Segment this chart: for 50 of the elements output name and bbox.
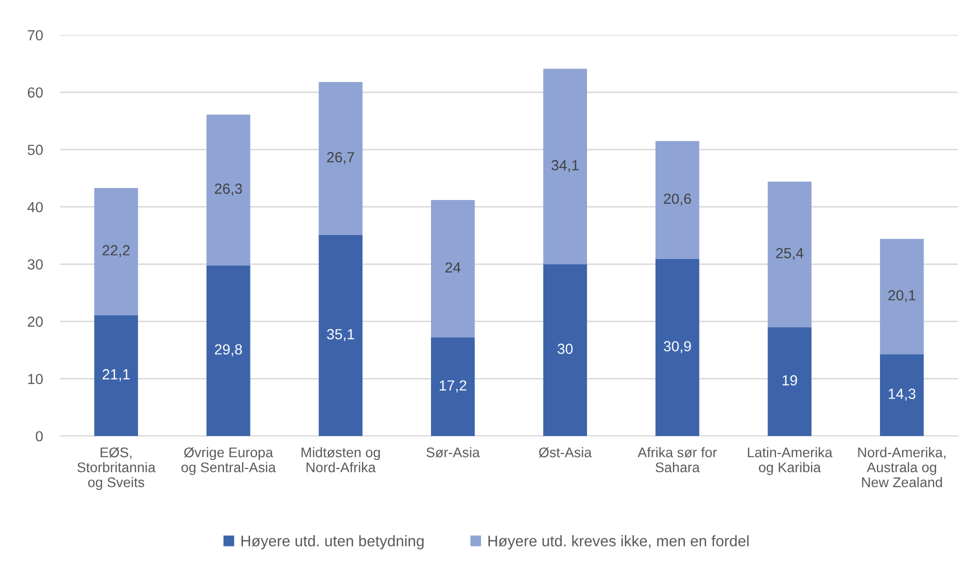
data-label: 25,4 bbox=[776, 248, 804, 260]
legend-label: Høyere utd. uten betydning bbox=[242, 535, 424, 550]
data-label: 19 bbox=[782, 375, 798, 386]
bar bbox=[880, 354, 924, 436]
bar bbox=[768, 327, 812, 436]
legend-label: Høyere utd. kreves ikke, men en fordel bbox=[488, 535, 749, 550]
y-tick-label: 70 bbox=[28, 30, 43, 40]
bar bbox=[655, 140, 700, 259]
bar bbox=[880, 238, 924, 354]
data-label: 17,2 bbox=[440, 380, 466, 392]
x-tick-label: Øvrige Europa og Sentral-Asia bbox=[181, 447, 276, 476]
data-label: 22,2 bbox=[102, 245, 130, 258]
data-label: 26,7 bbox=[327, 152, 354, 164]
x-tick-label: Sør-Asia bbox=[426, 447, 480, 458]
data-label: 20,1 bbox=[888, 290, 916, 302]
y-tick-label: 50 bbox=[28, 144, 43, 155]
x-tick-label: Afrika sør for Sahara bbox=[638, 447, 717, 472]
x-tick-label: Nord-Amerika, Australa og New Zealand bbox=[858, 447, 946, 488]
y-tick-label: 60 bbox=[28, 87, 43, 98]
bar bbox=[206, 114, 250, 266]
bar bbox=[430, 337, 475, 436]
bar bbox=[430, 200, 475, 338]
y-tick-label: 30 bbox=[28, 259, 43, 270]
x-tick-label: Øst-Asia bbox=[538, 447, 592, 458]
bar bbox=[655, 258, 700, 436]
data-label: 20,6 bbox=[664, 194, 691, 206]
y-tick-label: 20 bbox=[28, 316, 43, 327]
bar bbox=[94, 315, 138, 436]
y-tick-label: 0 bbox=[36, 431, 43, 442]
bar bbox=[94, 188, 138, 316]
bar bbox=[768, 182, 812, 328]
x-tick-label: Latin-Amerika og Karibia bbox=[748, 447, 832, 476]
bar bbox=[543, 68, 588, 264]
bar bbox=[206, 265, 250, 436]
bar bbox=[318, 82, 363, 235]
data-label: 34,1 bbox=[551, 160, 579, 172]
y-tick-label: 10 bbox=[28, 374, 43, 384]
data-label: 30 bbox=[558, 344, 573, 354]
x-tick-label: Midtøsten og Nord-Afrika bbox=[302, 447, 380, 472]
data-label: 30,9 bbox=[664, 341, 691, 354]
bar bbox=[318, 234, 363, 436]
data-label: 21,1 bbox=[102, 369, 130, 382]
bar bbox=[543, 264, 588, 436]
data-label: 14,3 bbox=[888, 388, 916, 401]
data-label: 26,3 bbox=[214, 184, 242, 196]
y-tick-label: 40 bbox=[27, 202, 43, 212]
data-label: 35,1 bbox=[326, 329, 354, 342]
data-label: 24 bbox=[446, 262, 461, 272]
x-tick-label: EØS, Storbritannia og Sveits bbox=[77, 447, 156, 490]
data-label: 29,8 bbox=[214, 344, 242, 356]
